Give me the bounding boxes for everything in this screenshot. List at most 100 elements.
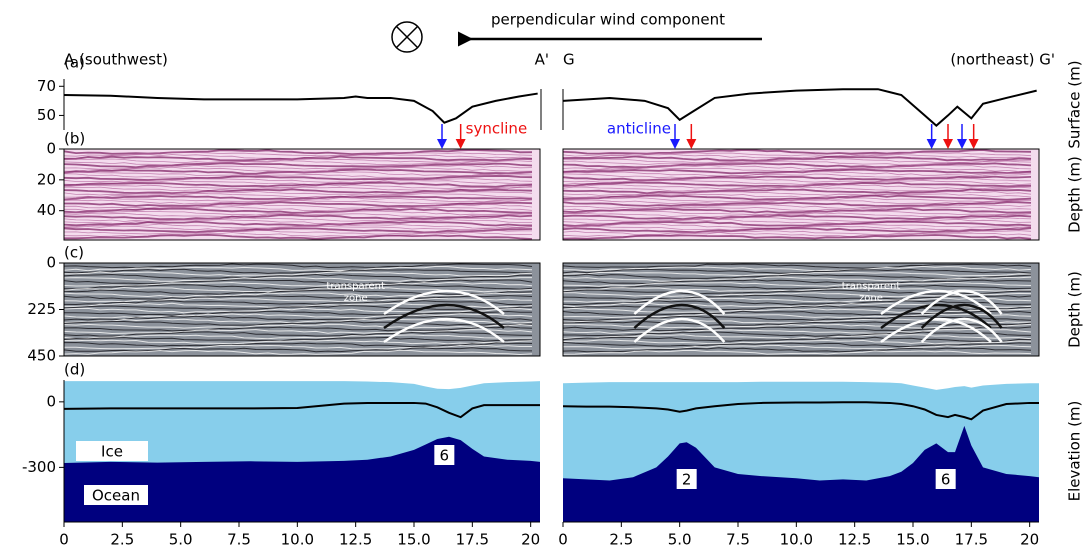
x-tick-label: 15.0 [397, 531, 430, 549]
panel-label: (b) [64, 130, 85, 148]
x-tick-label: 17.5 [456, 531, 489, 549]
x-tick-label: 15.0 [896, 531, 929, 549]
reflector [64, 201, 533, 208]
reflector [562, 214, 1032, 221]
into-page-symbol [391, 21, 423, 53]
x-tick-label: 17.5 [955, 531, 988, 549]
panel-frame [63, 148, 541, 241]
marker-arrow-head [455, 139, 466, 149]
reflector [63, 313, 533, 319]
reflector [562, 194, 1032, 201]
profile-label: A' [535, 51, 549, 69]
reflector [562, 328, 1032, 334]
reflector [562, 350, 1032, 355]
reflector [633, 303, 726, 329]
reflector [562, 162, 1032, 169]
reflector [63, 276, 532, 282]
reflector [562, 313, 1032, 319]
reflector [63, 203, 533, 209]
ocean-area [64, 436, 540, 522]
reflector [63, 207, 533, 214]
reflector [562, 151, 1032, 157]
reflector [562, 336, 1032, 342]
marker-arrow-head [943, 139, 953, 149]
reflector [562, 177, 1032, 183]
reflector [63, 336, 533, 342]
reflector [63, 158, 533, 164]
y-tick-label: -300 [22, 458, 56, 476]
reflector [63, 220, 532, 227]
panel-frame [562, 262, 1040, 357]
reflector [562, 201, 1032, 207]
reflector [63, 320, 532, 326]
annotation: zone [344, 293, 368, 304]
surface-line [562, 88, 1037, 127]
area-label: Ocean [92, 487, 140, 505]
reflector [562, 188, 1032, 195]
reflector [562, 220, 1032, 227]
reflector [63, 188, 533, 195]
reflector [880, 303, 992, 329]
reflector [562, 307, 1032, 314]
reflector [63, 217, 533, 222]
x-tick-label: 7.5 [227, 531, 251, 549]
reflector [563, 216, 1032, 222]
label-box [935, 469, 956, 489]
reflector [63, 339, 533, 345]
into-page-symbol [395, 25, 419, 49]
profile-label: (northeast) G' [950, 51, 1055, 69]
reflector [63, 271, 533, 277]
reflector [63, 295, 533, 300]
reflector [562, 184, 1032, 190]
reflector [63, 292, 533, 298]
x-tick-label: 12.5 [838, 531, 871, 549]
wind-title: perpendicular wind component [491, 11, 725, 29]
reflector [562, 167, 1032, 172]
layer-line [63, 401, 540, 419]
reflector [562, 284, 1032, 290]
reflector [562, 193, 1032, 198]
y-tick-label: 40 [37, 201, 56, 219]
reflector [63, 305, 532, 310]
panel-frame [562, 148, 1040, 241]
reflector [63, 181, 533, 188]
reflector [63, 162, 533, 169]
reflector [63, 300, 533, 306]
reflector [63, 149, 533, 156]
y-axis-label: Elevation (m) [1066, 401, 1084, 502]
x-tick-label: 2.5 [609, 531, 633, 549]
reflector [63, 268, 533, 274]
reflector [63, 199, 533, 205]
reflector [63, 329, 533, 335]
reflector [383, 317, 505, 344]
reflector [562, 265, 1032, 272]
annotation: zone [859, 293, 883, 304]
reflector [63, 307, 533, 314]
label-box [84, 485, 148, 505]
panel-label: (c) [64, 244, 84, 262]
reflector [63, 184, 533, 190]
reflector [562, 227, 1032, 234]
reflector [63, 214, 533, 221]
reflector [63, 263, 533, 269]
x-tick-label: 0 [59, 531, 69, 549]
reflector [880, 317, 992, 343]
reflector [562, 310, 1032, 316]
reflector [63, 190, 533, 196]
annotation: transparent [842, 281, 901, 292]
profile-label: G [563, 51, 575, 69]
y-axis-label: Surface (m) [1066, 60, 1084, 148]
reflector [563, 297, 1032, 303]
reflector [63, 210, 533, 216]
reflector [920, 303, 1003, 329]
x-tick-label: 5.0 [668, 531, 692, 549]
y-tick-label: 450 [27, 347, 56, 365]
reflector [63, 166, 533, 172]
reflector [63, 273, 533, 279]
marker-arrow-head [926, 139, 937, 149]
reflector [63, 318, 533, 324]
reflector [63, 315, 533, 321]
label-box [76, 441, 148, 461]
reflector [562, 281, 1032, 287]
